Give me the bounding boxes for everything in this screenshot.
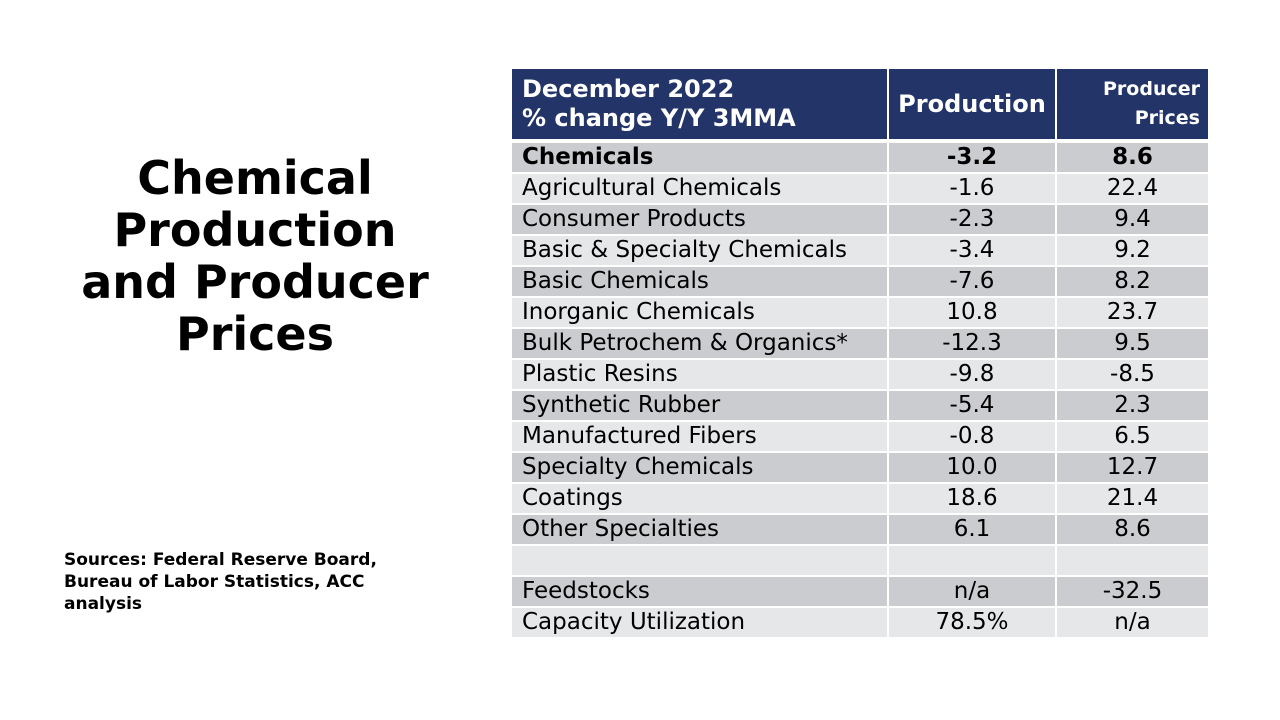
row-name: Bulk Petrochem & Organics* bbox=[512, 328, 889, 360]
row-name: Capacity Utilization bbox=[512, 607, 889, 639]
row-production: -3.4 bbox=[888, 235, 1057, 267]
row-prices: -32.5 bbox=[1056, 576, 1208, 608]
sources-line: Bureau of Labor Statistics, ACC bbox=[64, 572, 365, 592]
table-row: Inorganic Chemicals 10.8 23.7 bbox=[512, 297, 1208, 329]
row-prices: 8.2 bbox=[1056, 266, 1208, 298]
row-prices: 22.4 bbox=[1056, 173, 1208, 205]
row-production: -3.2 bbox=[888, 141, 1057, 174]
row-prices: 23.7 bbox=[1056, 297, 1208, 329]
row-name: Specialty Chemicals bbox=[512, 452, 889, 484]
row-prices: 8.6 bbox=[1056, 141, 1208, 174]
row-name: Other Specialties bbox=[512, 514, 889, 546]
row-production: -2.3 bbox=[888, 204, 1057, 236]
row-prices: 12.7 bbox=[1056, 452, 1208, 484]
table-row-spacer bbox=[512, 545, 1208, 577]
header-production: Production bbox=[888, 69, 1057, 141]
row-production: -7.6 bbox=[888, 266, 1057, 298]
row-prices: 6.5 bbox=[1056, 421, 1208, 453]
row-name: Synthetic Rubber bbox=[512, 390, 889, 422]
row-name: Agricultural Chemicals bbox=[512, 173, 889, 205]
row-prices: 9.5 bbox=[1056, 328, 1208, 360]
table-row: Specialty Chemicals 10.0 12.7 bbox=[512, 452, 1208, 484]
row-production: -5.4 bbox=[888, 390, 1057, 422]
row-name: Basic Chemicals bbox=[512, 266, 889, 298]
row-production: n/a bbox=[888, 576, 1057, 608]
table-row: Other Specialties 6.1 8.6 bbox=[512, 514, 1208, 546]
row-name: Coatings bbox=[512, 483, 889, 515]
row-production: -9.8 bbox=[888, 359, 1057, 391]
row-production: -0.8 bbox=[888, 421, 1057, 453]
row-name: Plastic Resins bbox=[512, 359, 889, 391]
row-prices: 8.6 bbox=[1056, 514, 1208, 546]
row-production: 6.1 bbox=[888, 514, 1057, 546]
chemical-data-table: December 2022 % change Y/Y 3MMA Producti… bbox=[512, 69, 1208, 639]
row-name: Basic & Specialty Chemicals bbox=[512, 235, 889, 267]
sources-line: analysis bbox=[64, 594, 143, 614]
row-name: Manufactured Fibers bbox=[512, 421, 889, 453]
title-line: and Producer bbox=[81, 255, 429, 309]
row-production: 18.6 bbox=[888, 483, 1057, 515]
title-line: Chemical bbox=[137, 151, 373, 205]
row-prices: 9.2 bbox=[1056, 235, 1208, 267]
table-row: Bulk Petrochem & Organics* -12.3 9.5 bbox=[512, 328, 1208, 360]
row-name: Consumer Products bbox=[512, 204, 889, 236]
table-row: Synthetic Rubber -5.4 2.3 bbox=[512, 390, 1208, 422]
table-row: Plastic Resins -9.8 -8.5 bbox=[512, 359, 1208, 391]
header-producer-prices: Producer Prices bbox=[1056, 69, 1208, 141]
table-header-row: December 2022 % change Y/Y 3MMA Producti… bbox=[512, 69, 1208, 141]
title-line: Production bbox=[113, 203, 397, 257]
table-row: Chemicals -3.2 8.6 bbox=[512, 141, 1208, 174]
row-production: 78.5% bbox=[888, 607, 1057, 639]
header-period-line1: December 2022 bbox=[522, 75, 735, 103]
header-prices-line1: Producer bbox=[1103, 78, 1200, 100]
sources-note: Sources: Federal Reserve Board, Bureau o… bbox=[64, 549, 464, 615]
row-prices: -8.5 bbox=[1056, 359, 1208, 391]
row-prices: 2.3 bbox=[1056, 390, 1208, 422]
table-row: Basic Chemicals -7.6 8.2 bbox=[512, 266, 1208, 298]
title-line: Prices bbox=[175, 307, 334, 361]
table-row: Feedstocks n/a -32.5 bbox=[512, 576, 1208, 608]
row-name: Feedstocks bbox=[512, 576, 889, 608]
slide-title: Chemical Production and Producer Prices bbox=[40, 152, 470, 360]
table-row: Coatings 18.6 21.4 bbox=[512, 483, 1208, 515]
row-prices: 9.4 bbox=[1056, 204, 1208, 236]
row-name bbox=[512, 545, 889, 577]
row-production: 10.8 bbox=[888, 297, 1057, 329]
table-row: Consumer Products -2.3 9.4 bbox=[512, 204, 1208, 236]
row-production: 10.0 bbox=[888, 452, 1057, 484]
row-production: -12.3 bbox=[888, 328, 1057, 360]
header-period: December 2022 % change Y/Y 3MMA bbox=[512, 69, 889, 141]
table-row: Agricultural Chemicals -1.6 22.4 bbox=[512, 173, 1208, 205]
table-row: Basic & Specialty Chemicals -3.4 9.2 bbox=[512, 235, 1208, 267]
row-prices bbox=[1056, 545, 1208, 577]
sources-line: Sources: Federal Reserve Board, bbox=[64, 550, 377, 570]
row-name: Inorganic Chemicals bbox=[512, 297, 889, 329]
row-production: -1.6 bbox=[888, 173, 1057, 205]
row-prices: n/a bbox=[1056, 607, 1208, 639]
table-row: Manufactured Fibers -0.8 6.5 bbox=[512, 421, 1208, 453]
row-name: Chemicals bbox=[512, 141, 889, 174]
table-row: Capacity Utilization 78.5% n/a bbox=[512, 607, 1208, 639]
row-production bbox=[888, 545, 1057, 577]
header-prices-line2: Prices bbox=[1134, 107, 1200, 129]
row-prices: 21.4 bbox=[1056, 483, 1208, 515]
header-period-line2: % change Y/Y 3MMA bbox=[522, 104, 796, 132]
